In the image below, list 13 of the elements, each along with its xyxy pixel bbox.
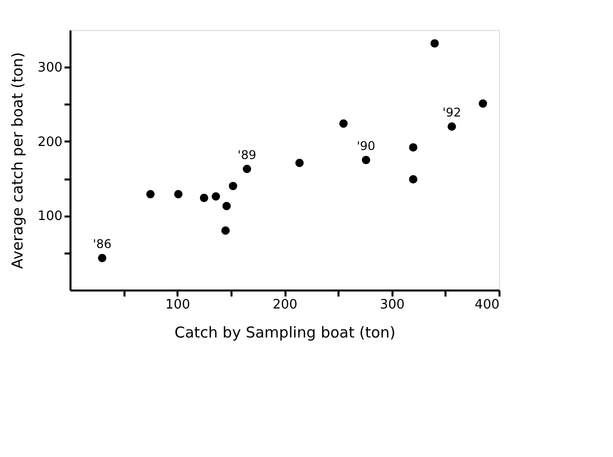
x-tick-label: 100: [165, 298, 190, 312]
x-tick-label: 200: [272, 298, 298, 312]
annotation: '90: [356, 139, 376, 153]
annotation: '92: [442, 106, 462, 120]
annotation: '86: [92, 237, 112, 252]
x-tick-label: 300: [380, 298, 405, 312]
x-tick-label: 400: [474, 298, 500, 312]
y-axis-title: Average catch per boat (ton): [8, 52, 27, 269]
y-tick-label: 100: [38, 209, 62, 224]
y-tick-label: 300: [38, 60, 62, 76]
y-tick-label: 200: [38, 134, 62, 150]
annotation: '89: [238, 148, 256, 162]
x-axis-title: Catch by Sampling boat (ton): [174, 324, 396, 342]
